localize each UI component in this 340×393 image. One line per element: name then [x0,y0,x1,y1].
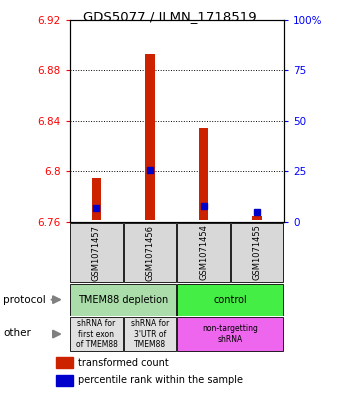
Bar [177,317,283,351]
Text: GSM1071454: GSM1071454 [199,224,208,281]
Bar [70,223,123,282]
Text: shRNA for
first exon
of TMEM88: shRNA for first exon of TMEM88 [75,319,117,349]
Text: percentile rank within the sample: percentile rank within the sample [78,375,243,385]
Bar [177,284,283,316]
Bar [252,216,262,220]
Bar [92,178,101,220]
Text: control: control [214,295,247,305]
Bar [56,375,73,386]
Text: GSM1071455: GSM1071455 [253,224,261,281]
Text: TMEM88 depletion: TMEM88 depletion [78,295,168,305]
Text: protocol: protocol [3,295,46,305]
Text: transformed count: transformed count [78,358,169,367]
Text: GSM1071457: GSM1071457 [92,224,101,281]
Text: non-targetting
shRNA: non-targetting shRNA [202,324,258,344]
Bar [199,129,208,220]
Text: shRNA for
3'UTR of
TMEM88: shRNA for 3'UTR of TMEM88 [131,319,169,349]
Bar [70,317,123,351]
Bar [70,284,176,316]
Bar [124,223,176,282]
Bar [145,54,155,220]
Bar [231,223,283,282]
Text: other: other [3,328,31,338]
Bar [56,357,73,368]
Text: GDS5077 / ILMN_1718519: GDS5077 / ILMN_1718519 [83,10,257,23]
Text: GSM1071456: GSM1071456 [146,224,154,281]
Bar [124,317,176,351]
Bar [177,223,230,282]
